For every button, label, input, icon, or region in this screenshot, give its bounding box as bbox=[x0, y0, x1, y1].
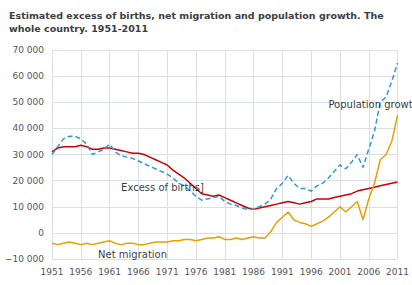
svg-text:20 000: 20 000 bbox=[13, 176, 45, 186]
svg-text:1986: 1986 bbox=[242, 267, 265, 277]
svg-text:50 000: 50 000 bbox=[13, 97, 45, 107]
svg-text:2006: 2006 bbox=[357, 267, 380, 277]
svg-text:1996: 1996 bbox=[300, 267, 323, 277]
svg-text:1971: 1971 bbox=[156, 267, 179, 277]
svg-text:2001: 2001 bbox=[329, 267, 352, 277]
svg-text:1976: 1976 bbox=[185, 267, 208, 277]
svg-text:Net migration: Net migration bbox=[98, 249, 167, 260]
svg-text:1966: 1966 bbox=[127, 267, 150, 277]
svg-text:whole country. 1951-2011: whole country. 1951-2011 bbox=[9, 23, 148, 34]
svg-text:Estimated excess of births, ne: Estimated excess of births, net migratio… bbox=[9, 10, 384, 21]
svg-text:0: 0 bbox=[38, 228, 44, 238]
svg-text:1981: 1981 bbox=[213, 267, 236, 277]
svg-text:60 000: 60 000 bbox=[13, 71, 45, 81]
svg-text:Population growth: Population growth bbox=[328, 99, 412, 110]
svg-text:30 000: 30 000 bbox=[13, 150, 45, 160]
svg-text:1956: 1956 bbox=[69, 267, 92, 277]
svg-text:40 000: 40 000 bbox=[13, 123, 45, 133]
svg-text:1961: 1961 bbox=[98, 267, 121, 277]
svg-text:Excess of births]: Excess of births] bbox=[121, 182, 204, 193]
svg-text:10 000: 10 000 bbox=[13, 202, 45, 212]
svg-text:2011: 2011 bbox=[386, 267, 409, 277]
svg-text:−10 000: −10 000 bbox=[5, 254, 44, 264]
svg-text:70 000: 70 000 bbox=[13, 45, 45, 55]
svg-text:1991: 1991 bbox=[271, 267, 294, 277]
svg-text:1951: 1951 bbox=[41, 267, 64, 277]
